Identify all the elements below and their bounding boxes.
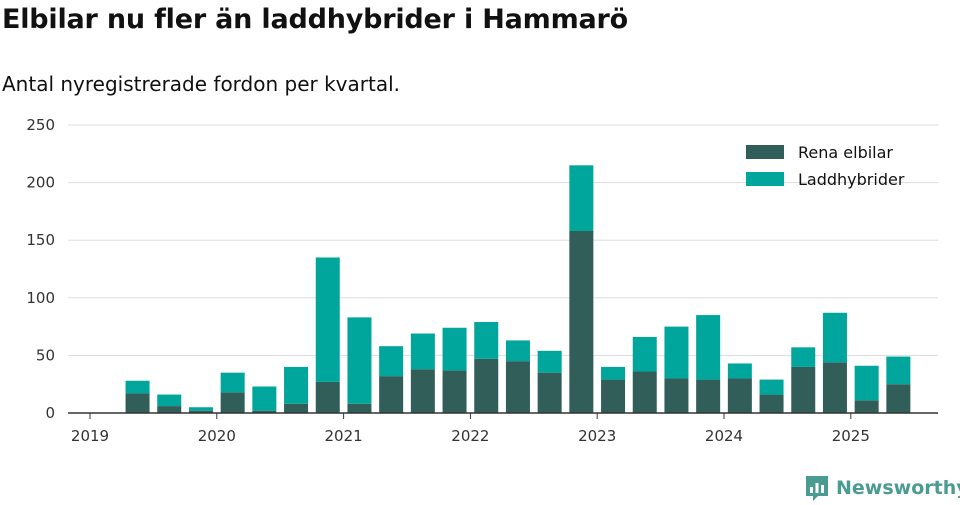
bar-rena-elbilar: [569, 230, 594, 413]
bar-laddhybrider: [125, 380, 150, 394]
bar-rena-elbilar: [252, 410, 277, 413]
x-tick-label: 2019: [71, 427, 109, 445]
legend-swatch: [746, 145, 784, 159]
y-tick-label: 0: [45, 404, 55, 422]
bar-rena-elbilar: [696, 379, 721, 413]
bar-rena-elbilar: [601, 379, 626, 413]
bar-rena-elbilar: [442, 370, 467, 413]
brand: Newsworthy: [804, 474, 960, 502]
bar-rena-elbilar: [188, 410, 213, 413]
bar-laddhybrider: [664, 326, 689, 379]
bar-laddhybrider: [410, 333, 435, 370]
bar-laddhybrider: [188, 407, 213, 411]
bar-laddhybrider: [601, 366, 626, 380]
chart-subtitle: Antal nyregistrerade fordon per kvartal.: [2, 72, 401, 96]
legend: Rena elbilar Laddhybrider: [746, 143, 905, 189]
x-tick-label: 2021: [325, 427, 363, 445]
bar-laddhybrider: [696, 315, 721, 380]
legend-label: Rena elbilar: [798, 143, 893, 162]
y-axis-ticks: 0 50 100 150 200 250: [26, 116, 55, 422]
y-tick-label: 100: [26, 289, 55, 307]
bar-rena-elbilar: [822, 362, 847, 413]
bar-rena-elbilar: [220, 392, 245, 413]
bar-laddhybrider: [284, 366, 309, 404]
y-tick-label: 200: [26, 174, 55, 192]
bar-laddhybrider: [474, 321, 499, 359]
bar-rena-elbilar: [315, 381, 340, 413]
grid-lines: [68, 124, 938, 356]
brand-name: Newsworthy: [836, 477, 960, 499]
x-tick-label: 2024: [705, 427, 743, 445]
bar-rena-elbilar: [474, 358, 499, 413]
bar-rena-elbilar: [379, 376, 404, 413]
bar-rena-elbilar: [410, 369, 435, 413]
bar-laddhybrider: [537, 350, 562, 373]
x-tick-label: 2022: [451, 427, 489, 445]
y-tick-label: 250: [26, 116, 55, 134]
y-tick-label: 50: [36, 346, 55, 364]
bar-rena-elbilar: [505, 361, 530, 413]
x-tick-label: 2025: [832, 427, 870, 445]
bar-laddhybrider: [220, 372, 245, 393]
bar-rena-elbilar: [157, 406, 182, 413]
x-tick-label: 2023: [578, 427, 616, 445]
x-axis-ticks: 2019 2020 2021 2022 2023 2024 2025: [71, 413, 870, 445]
bar-rena-elbilar: [125, 393, 150, 413]
bar-rena-elbilar: [347, 403, 372, 413]
bar-rena-elbilar: [284, 403, 309, 413]
bar-laddhybrider: [886, 356, 911, 385]
bar-laddhybrider: [854, 365, 879, 401]
bar-rena-elbilar: [727, 378, 752, 413]
legend-swatch: [746, 172, 784, 186]
newsworthy-logo-icon: [806, 476, 828, 501]
bar-rena-elbilar: [791, 366, 816, 413]
x-tick-label: 2020: [198, 427, 236, 445]
bar-laddhybrider: [315, 257, 340, 382]
bar-rena-elbilar: [537, 372, 562, 413]
bar-laddhybrider: [505, 340, 530, 362]
bar-rena-elbilar: [664, 378, 689, 413]
bar-laddhybrider: [379, 346, 404, 377]
bar-laddhybrider: [252, 386, 277, 411]
bar-laddhybrider: [442, 327, 467, 371]
bar-laddhybrider: [347, 317, 372, 404]
bar-laddhybrider: [569, 165, 594, 231]
legend-label: Laddhybrider: [798, 170, 905, 189]
y-tick-label: 150: [26, 231, 55, 249]
bar-rena-elbilar: [759, 394, 784, 413]
bar-laddhybrider: [727, 363, 752, 379]
bar-laddhybrider: [822, 312, 847, 363]
bar-laddhybrider: [157, 394, 182, 407]
bar-rena-elbilar: [886, 384, 911, 413]
bar-rena-elbilar: [854, 400, 879, 413]
bar-laddhybrider: [759, 379, 784, 395]
bars: [125, 165, 911, 413]
bar-rena-elbilar: [632, 371, 657, 413]
bar-laddhybrider: [632, 336, 657, 372]
chart-title: Elbilar nu fler än laddhybrider i Hammar…: [2, 4, 629, 35]
bar-laddhybrider: [791, 347, 816, 367]
